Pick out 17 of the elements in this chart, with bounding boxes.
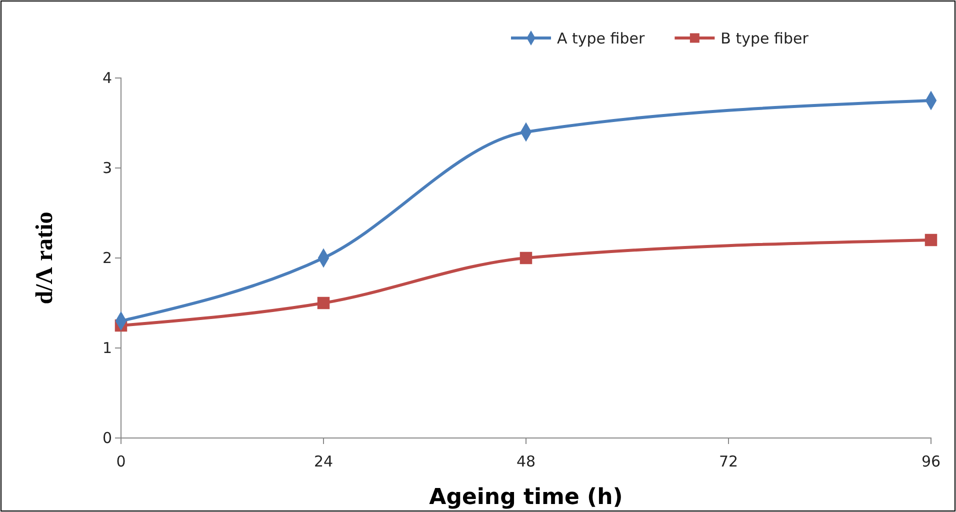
x-tick-label: 96 (921, 452, 941, 470)
x-axis-title: Ageing time (h) (429, 485, 623, 510)
y-tick-label: 2 (102, 248, 112, 267)
x-tick-label: 24 (314, 452, 334, 470)
legend-label: B type fiber (720, 29, 810, 48)
y-tick-label: 0 (102, 428, 112, 447)
point (520, 252, 532, 264)
point (317, 296, 330, 310)
legend-label: A type fiber (557, 29, 646, 48)
y-axis-title: d/Λ ratio (32, 212, 58, 304)
y-tick-label: 3 (102, 158, 112, 177)
x-tick-label: 0 (116, 452, 126, 470)
y-tick-label: 4 (102, 68, 112, 87)
point (924, 234, 938, 246)
y-tick-label: 1 (102, 338, 112, 357)
x-tick-label: 48 (516, 452, 536, 470)
x-tick-label: 72 (718, 452, 738, 470)
